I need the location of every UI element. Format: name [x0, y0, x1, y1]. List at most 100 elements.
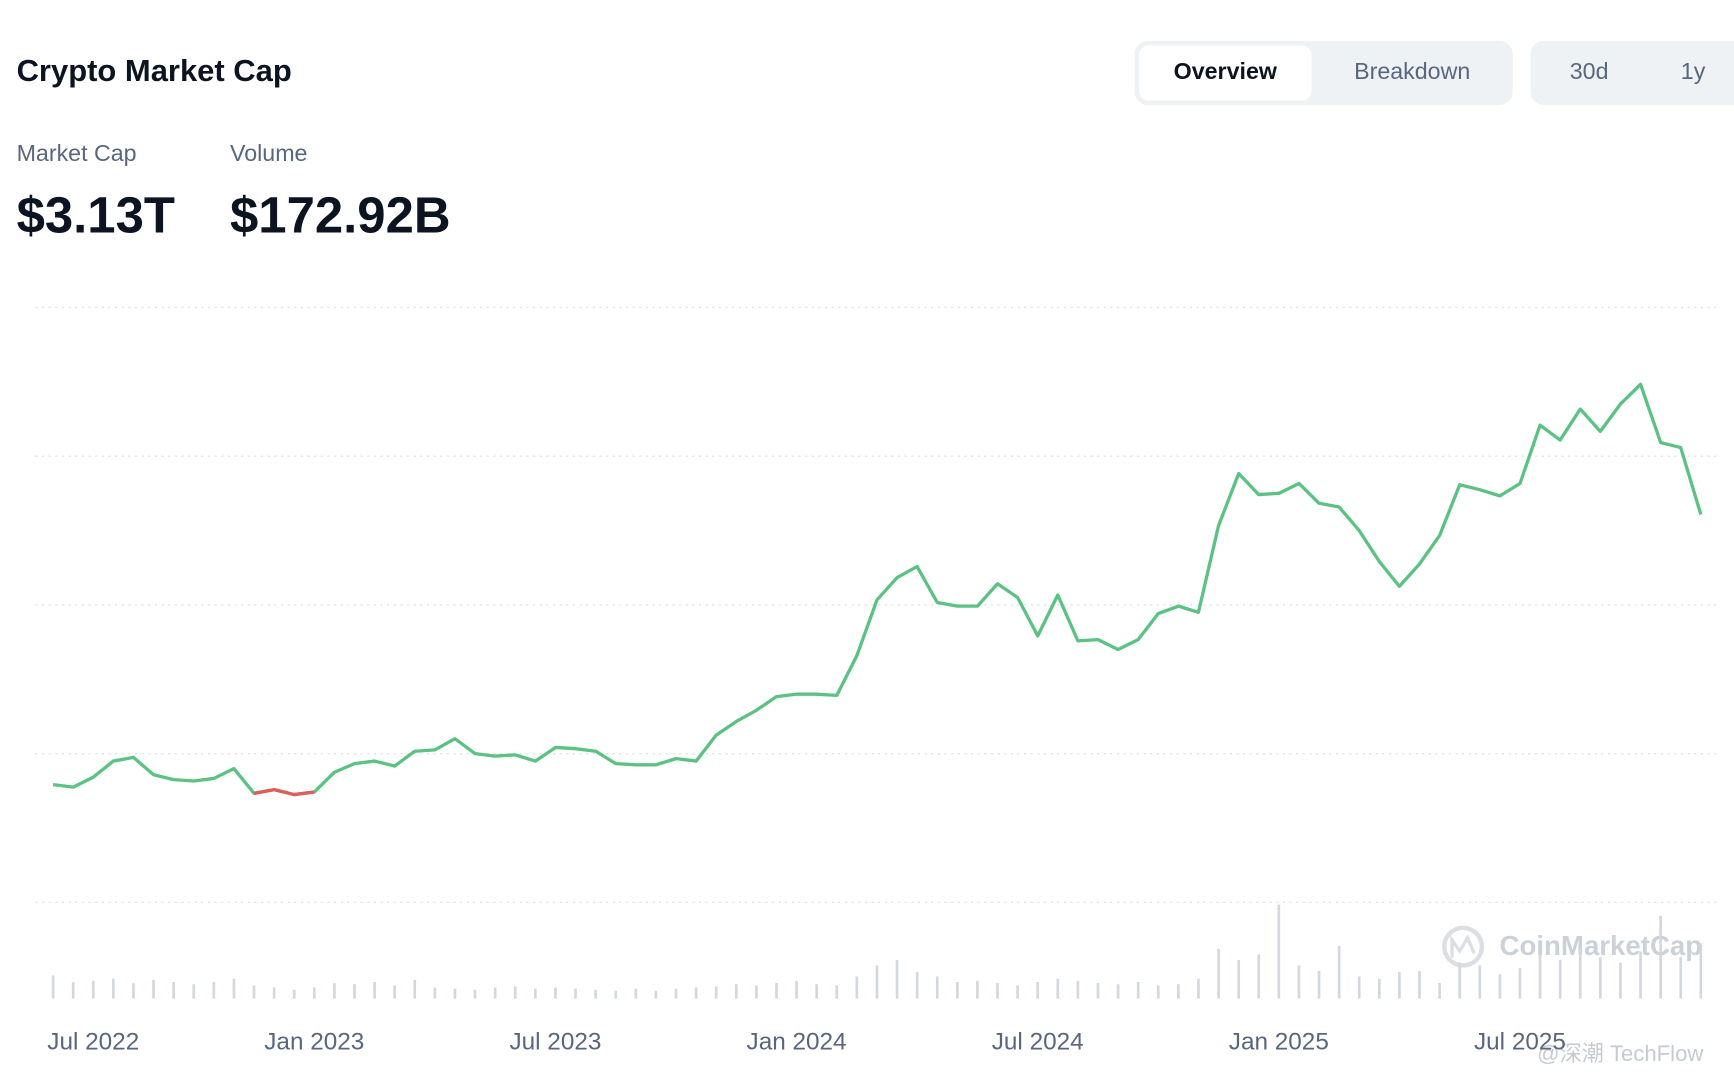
volume-bar: [1237, 959, 1240, 999]
volume-bar: [212, 982, 216, 999]
tab[interactable]: Breakdown: [1354, 58, 1470, 84]
volume-bar: [493, 987, 497, 999]
volume-bar: [1056, 978, 1060, 999]
volume-bar: [473, 989, 477, 999]
volume-bar: [1197, 978, 1200, 999]
volume-bar: [1639, 951, 1642, 999]
range-button[interactable]: 1y: [1681, 58, 1706, 84]
volume-bar: [1619, 962, 1622, 999]
volume-bar: [915, 972, 919, 999]
volume-bar: [855, 976, 859, 999]
volume-bar: [714, 986, 718, 999]
volume-bar: [1177, 984, 1180, 999]
below-start-line: [253, 787, 315, 797]
volume-bar: [976, 980, 979, 999]
volume-bar: [895, 959, 899, 999]
volume-bar: [393, 985, 397, 999]
volume-bar: [875, 965, 879, 999]
volume-bar: [1217, 948, 1220, 999]
market-cap-line: [52, 382, 1703, 797]
volume-bar: [312, 987, 316, 999]
volume-bar: [1297, 965, 1301, 999]
x-tick-label: Jan 2023: [264, 1028, 364, 1055]
volume-bar: [694, 987, 698, 999]
volume-bar: [1699, 943, 1703, 999]
volume-bar: [815, 984, 818, 999]
volume-bar: [1116, 984, 1120, 999]
stat-label: Volume: [230, 140, 307, 166]
volume-bar: [654, 990, 658, 999]
volume-bar: [956, 982, 959, 999]
volume-bar: [1418, 970, 1421, 999]
volume-bar: [614, 990, 618, 999]
volume-bar: [1257, 954, 1261, 999]
volume-bar: [1357, 976, 1361, 999]
credit-watermark: @深潮 TechFlow: [1537, 1041, 1704, 1066]
volume-bar: [1317, 970, 1321, 999]
volume-bar: [574, 988, 577, 999]
volume-bar: [674, 988, 678, 999]
volume-bar: [1076, 980, 1080, 999]
volume-bar: [1277, 904, 1281, 999]
volume-bar: [1538, 954, 1542, 999]
stat-label: Market Cap: [17, 140, 137, 166]
range-button[interactable]: 30d: [1570, 58, 1609, 84]
tab[interactable]: Overview: [1174, 58, 1278, 84]
volume-bar: [594, 989, 597, 999]
volume-bar: [513, 986, 517, 999]
volume-bar: [554, 987, 557, 999]
volume-bar: [91, 980, 95, 999]
volume-bar: [775, 983, 778, 999]
volume-bar: [935, 976, 939, 999]
x-tick-label: Jan 2024: [747, 1028, 847, 1055]
volume-bar: [835, 985, 839, 999]
tab-active-bg: [1139, 45, 1312, 101]
volume-bar: [1599, 957, 1602, 999]
volume-bar: [1558, 959, 1562, 999]
x-tick-label: Jul 2024: [992, 1028, 1084, 1055]
volume-bar: [1016, 985, 1019, 999]
volume-bar: [433, 987, 437, 999]
range-group: [1530, 40, 1734, 106]
stat-value: $3.13T: [17, 186, 175, 243]
volume-bar: [132, 983, 135, 999]
volume-bar: [996, 983, 999, 999]
volume-bar: [1398, 972, 1401, 999]
volume-bar: [272, 987, 276, 999]
volume-bar: [373, 982, 376, 999]
volume-bar: [152, 979, 155, 999]
x-tick-label: Jul 2022: [47, 1028, 139, 1055]
volume-bar: [534, 988, 537, 999]
volume-bar: [51, 975, 55, 999]
volume-bar: [1478, 965, 1482, 999]
volume-bar: [252, 985, 256, 999]
volume-bar: [795, 980, 798, 999]
volume-bar: [1136, 982, 1140, 999]
volume-bar: [292, 989, 296, 999]
x-tick-label: Jan 2025: [1229, 1028, 1329, 1055]
volume-bar: [755, 985, 758, 999]
volume-bar: [1518, 968, 1522, 999]
volume-bar: [1096, 983, 1100, 999]
volume-bar: [1659, 915, 1662, 999]
volume-bar: [413, 979, 417, 999]
volume-bar: [1438, 983, 1441, 999]
volume-bar: [1036, 982, 1040, 999]
volume-bar: [1679, 957, 1683, 999]
volume-bar: [1337, 946, 1341, 999]
volume-bar: [734, 984, 738, 999]
x-tick-label: Jul 2025: [1474, 1028, 1566, 1055]
page-title: Crypto Market Cap: [17, 53, 292, 88]
volume-bar: [1578, 948, 1582, 999]
watermark: CoinMarketCap: [1500, 930, 1703, 961]
volume-bar: [112, 978, 115, 999]
volume-bar: [192, 984, 196, 999]
volume-bar: [1498, 974, 1502, 999]
volume-bar: [172, 982, 175, 999]
stat-value: $172.92B: [230, 186, 451, 243]
volume-bar: [453, 988, 457, 999]
volume-bar: [1458, 962, 1462, 999]
volume-bar: [353, 984, 356, 999]
